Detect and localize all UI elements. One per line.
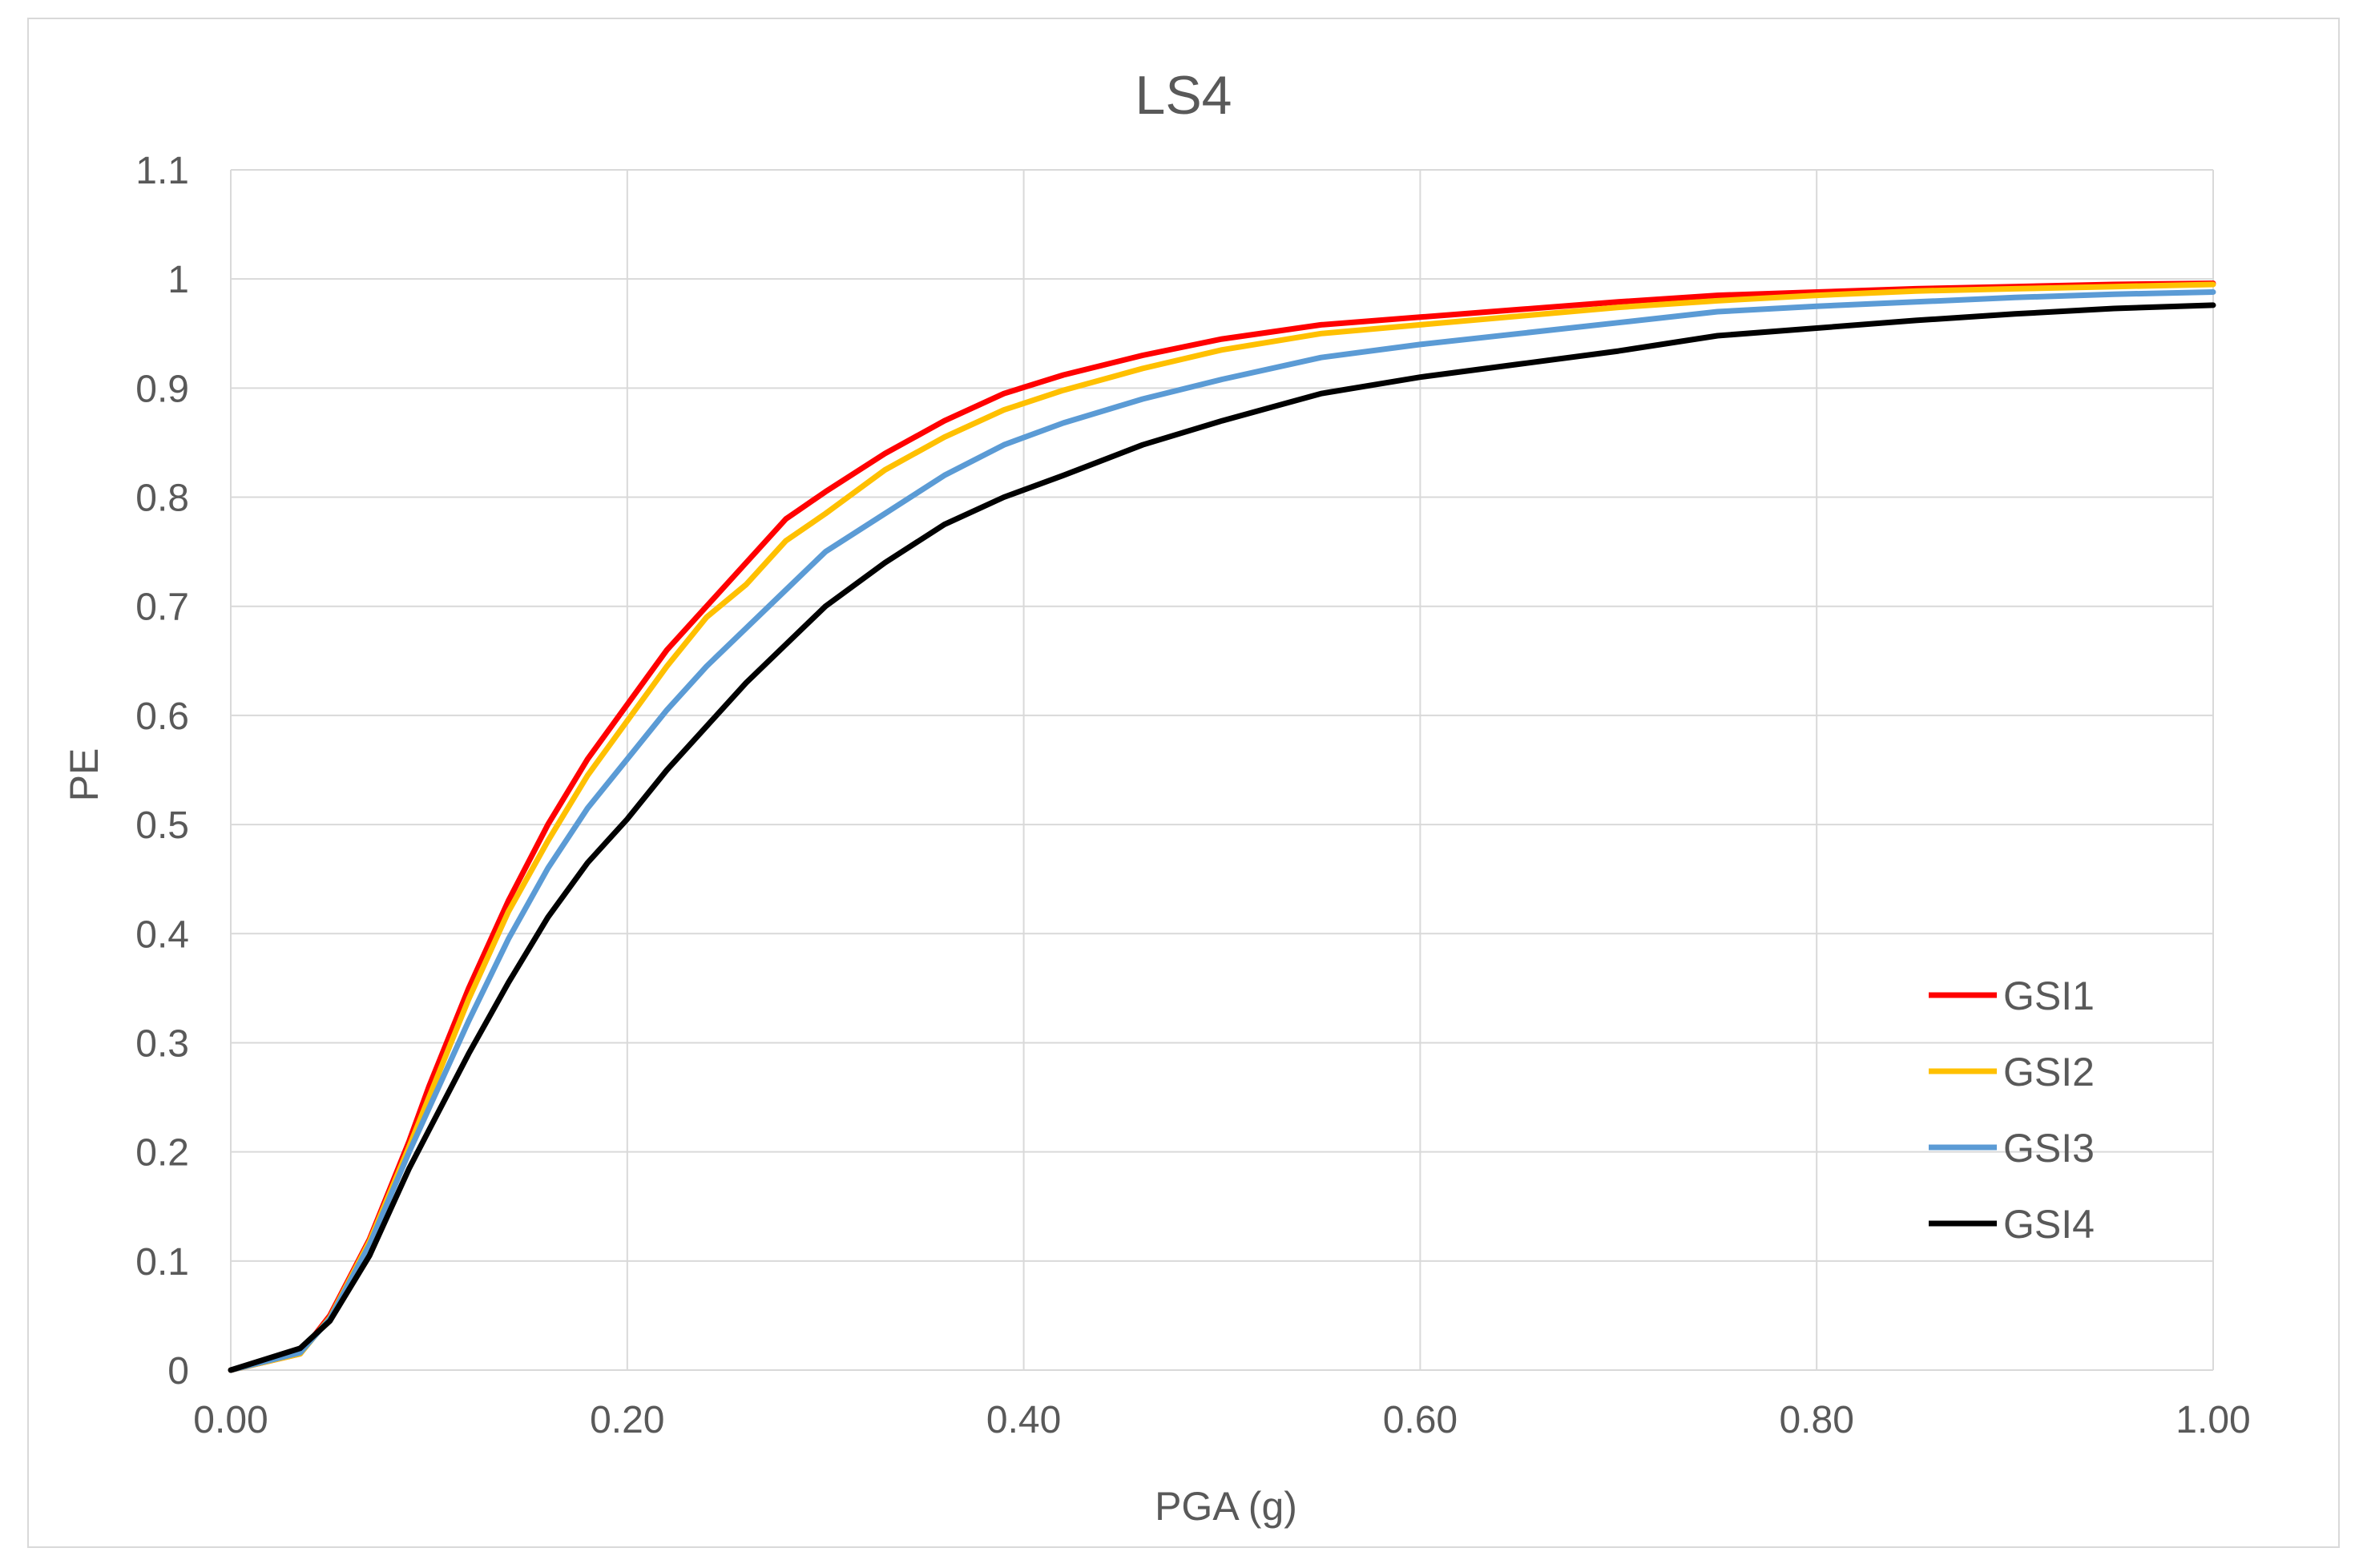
x-tick-label: 0.60 bbox=[1383, 1399, 1458, 1441]
x-tick-label: 0.00 bbox=[193, 1399, 268, 1441]
x-tick-label: 0.80 bbox=[1779, 1399, 1853, 1441]
series-line-gsi1 bbox=[228, 280, 2216, 1373]
legend-label-gsi2: GSI2 bbox=[2003, 1050, 2095, 1094]
y-tick-label: 0.7 bbox=[135, 586, 189, 629]
y-tick-label: 0.8 bbox=[135, 478, 189, 520]
y-tick-label: 0.6 bbox=[135, 695, 189, 738]
y-axis-ticks: 0 0.1 0.2 0.3 0.4 0.5 0.6 0.7 0.8 0.9 1 1.1 bbox=[135, 150, 189, 1393]
legend-label-gsi3: GSI3 bbox=[2003, 1126, 2095, 1171]
legend-label-gsi1: GSI1 bbox=[2003, 973, 2095, 1018]
y-axis-title: PE bbox=[62, 748, 107, 802]
series-group bbox=[228, 280, 2216, 1373]
x-tick-label: 0.40 bbox=[986, 1399, 1061, 1441]
y-tick-label: 0.1 bbox=[135, 1241, 189, 1284]
y-tick-label: 0.3 bbox=[135, 1022, 189, 1065]
chart-title: LS4 bbox=[1135, 65, 1232, 126]
y-tick-label: 0.2 bbox=[135, 1132, 189, 1175]
x-tick-label: 0.20 bbox=[590, 1399, 664, 1441]
x-tick-label: 1.00 bbox=[2175, 1399, 2250, 1441]
series-line-gsi3 bbox=[228, 289, 2216, 1373]
x-axis-title: PGA (g) bbox=[1155, 1484, 1297, 1529]
x-axis-ticks: 0.00 0.20 0.40 0.60 0.80 1.00 bbox=[193, 1399, 2250, 1441]
chart-frame bbox=[27, 18, 2340, 1548]
legend: GSI1 GSI2 GSI3 GSI4 bbox=[1929, 973, 2095, 1247]
y-tick-label: 1.1 bbox=[135, 150, 189, 192]
y-tick-label: 0.9 bbox=[135, 368, 189, 410]
series-line-gsi4 bbox=[228, 302, 2216, 1373]
grid bbox=[230, 169, 2214, 1371]
y-tick-label: 0 bbox=[167, 1350, 189, 1393]
series-line-gsi2 bbox=[228, 281, 2216, 1373]
y-tick-label: 0.5 bbox=[135, 804, 189, 847]
y-tick-label: 0.4 bbox=[135, 913, 189, 956]
y-tick-label: 1 bbox=[167, 259, 189, 301]
legend-label-gsi4: GSI4 bbox=[2003, 1202, 2095, 1247]
